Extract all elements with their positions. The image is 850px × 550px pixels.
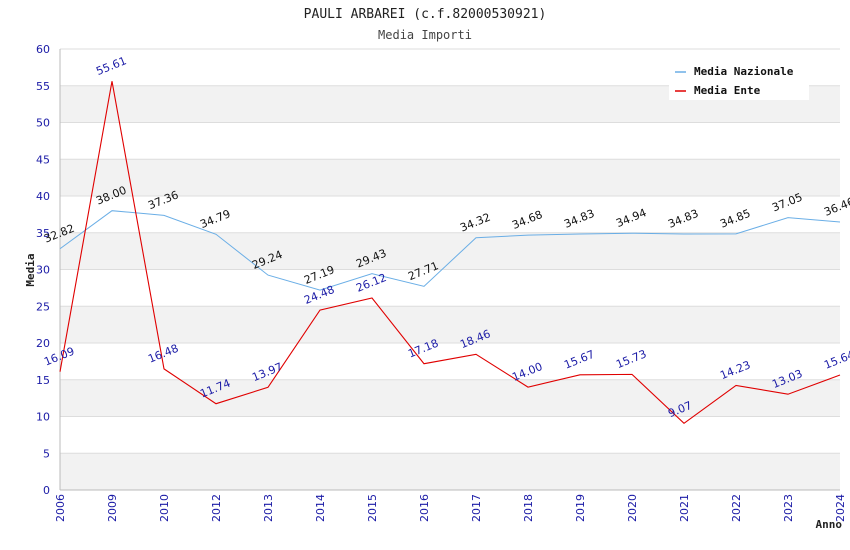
data-label: 36.46 — [822, 195, 850, 219]
grid-band — [60, 159, 840, 196]
series-line-media-nazionale — [59, 210, 841, 291]
x-tick-label: 2014 — [314, 494, 327, 522]
series-line-media-ente — [59, 81, 841, 425]
x-tick-label: 2009 — [106, 494, 119, 522]
legend: Media Nazionale Media Ente — [669, 60, 809, 100]
x-tick-label: 2006 — [54, 494, 67, 522]
data-label: 15.64 — [822, 348, 850, 372]
series-lines — [59, 81, 841, 425]
data-label: 15.73 — [614, 347, 648, 371]
y-tick-label: 35 — [36, 227, 50, 240]
y-axis-ticks: 0 5 10 15 20 25 30 35 40 45 50 55 60 — [36, 43, 50, 497]
x-tick-label: 2020 — [626, 494, 639, 522]
y-tick-label: 0 — [43, 484, 50, 497]
x-axis-ticks: 2006 2009 2010 2012 2013 2014 2015 2016 2017 2018… — [54, 494, 847, 522]
legend-box — [669, 60, 809, 100]
chart-title: PAULI ARBAREI (c.f.82000530921) — [304, 7, 547, 22]
grid-band — [60, 232, 840, 270]
x-tick-label: 2024 — [834, 494, 847, 522]
grid-band — [60, 379, 840, 417]
x-axis-label: Anno — [816, 518, 843, 531]
y-tick-label: 25 — [36, 300, 50, 313]
legend-label-media-ente: Media Ente — [694, 84, 761, 97]
y-tick-label: 55 — [36, 80, 50, 93]
y-tick-label: 15 — [36, 374, 50, 387]
grid-bands — [60, 85, 840, 490]
x-tick-label: 2018 — [522, 494, 535, 522]
legend-label-media-nazionale: Media Nazionale — [694, 65, 794, 78]
y-tick-label: 40 — [36, 190, 50, 203]
y-tick-label: 10 — [36, 411, 50, 424]
x-tick-label: 2022 — [730, 494, 743, 522]
axes — [59, 49, 840, 491]
grid-band — [60, 453, 840, 490]
data-label: 34.68 — [510, 208, 544, 232]
y-axis-label: Media — [24, 253, 37, 286]
data-label: 14.23 — [718, 358, 752, 382]
data-label: 34.85 — [718, 207, 752, 231]
y-tick-label: 30 — [36, 264, 50, 277]
data-label: 34.32 — [458, 211, 492, 235]
grid-band — [60, 306, 840, 343]
y-tick-label: 20 — [36, 337, 50, 350]
y-tick-label: 60 — [36, 43, 50, 56]
data-label: 55.61 — [94, 54, 128, 78]
data-label: 34.94 — [614, 206, 648, 230]
data-label: 34.83 — [562, 207, 596, 231]
x-tick-label: 2023 — [782, 494, 795, 522]
x-tick-label: 2021 — [678, 494, 691, 522]
x-tick-label: 2015 — [366, 494, 379, 522]
chart-subtitle: Media Importi — [378, 28, 472, 42]
y-tick-label: 5 — [43, 447, 50, 460]
x-tick-label: 2016 — [418, 494, 431, 522]
x-tick-label: 2010 — [158, 494, 171, 522]
data-label: 26.12 — [354, 271, 388, 295]
grid-lines — [60, 48, 840, 491]
x-tick-label: 2013 — [262, 494, 275, 522]
data-label: 15.67 — [562, 348, 596, 372]
data-label: 34.83 — [666, 207, 700, 231]
x-tick-label: 2012 — [210, 494, 223, 522]
y-tick-label: 50 — [36, 117, 50, 130]
x-tick-label: 2017 — [470, 494, 483, 522]
data-label: 34.79 — [198, 207, 232, 231]
x-tick-label: 2019 — [574, 494, 587, 522]
y-tick-label: 45 — [36, 153, 50, 166]
